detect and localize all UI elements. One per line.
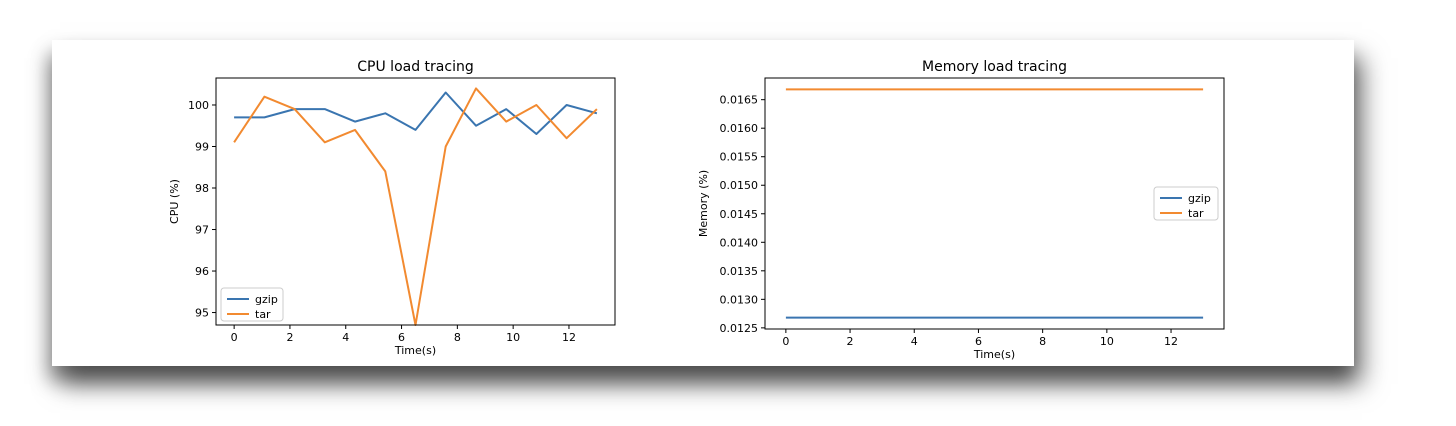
legend-label-tar: tar <box>255 308 271 321</box>
y-axis-label: CPU (%) <box>168 179 181 224</box>
figure-card: CPU load tracing 0 2 4 6 8 10 12 95 96 97 98 99 100 Ti… <box>52 40 1354 366</box>
x-tick-label: 8 <box>454 331 461 344</box>
y-tick-label: 0.0160 <box>720 122 759 135</box>
legend-box <box>220 287 284 322</box>
legend-label-tar: tar <box>1188 207 1204 220</box>
x-tick-label: 10 <box>1100 335 1114 348</box>
x-tick-label: 2 <box>847 335 854 348</box>
plot-area-frame <box>764 77 1225 330</box>
x-tick-label: 4 <box>342 331 349 344</box>
x-tick-label: 0 <box>782 335 789 348</box>
x-tick-label: 4 <box>911 335 918 348</box>
cpu-load-chart: CPU load tracing 0 2 4 6 8 10 12 95 96 97 98 99 100 Ti… <box>168 59 616 357</box>
x-tick-label: 2 <box>286 331 293 344</box>
x-axis-label: Time(s) <box>973 348 1015 361</box>
y-tick-label: 98 <box>195 182 209 195</box>
x-tick-label: 6 <box>975 335 982 348</box>
x-tick-label: 12 <box>562 331 576 344</box>
x-tick-label: 6 <box>398 331 405 344</box>
chart-title: Memory load tracing <box>922 59 1067 75</box>
y-tick-label: 0.0135 <box>720 265 759 278</box>
y-tick-label: 0.0130 <box>720 293 759 306</box>
plot-area-frame <box>215 77 616 326</box>
x-tick-label: 8 <box>1039 335 1046 348</box>
y-tick-label: 96 <box>195 265 209 278</box>
chart-title: CPU load tracing <box>357 59 473 75</box>
y-tick-label: 0.0155 <box>720 151 759 164</box>
y-tick-label: 0.0165 <box>720 94 759 107</box>
y-axis-label: Memory (%) <box>697 170 710 237</box>
y-tick-label: 0.0145 <box>720 208 759 221</box>
y-tick-label: 100 <box>188 99 209 112</box>
x-tick-label: 10 <box>506 331 520 344</box>
x-axis-label: Time(s) <box>394 344 436 357</box>
legend-box <box>1153 186 1219 221</box>
memory-load-chart: Memory load tracing 0 2 4 6 8 10 12 0.0125 0.0130… <box>697 59 1225 361</box>
legend-label-gzip: gzip <box>255 293 278 306</box>
y-tick-label: 0.0125 <box>720 322 759 335</box>
x-tick-label: 12 <box>1164 335 1178 348</box>
y-tick-label: 0.0140 <box>720 236 759 249</box>
y-tick-label: 99 <box>195 140 209 153</box>
legend-label-gzip: gzip <box>1188 192 1211 205</box>
y-tick-label: 95 <box>195 307 209 320</box>
x-tick-label: 0 <box>231 331 238 344</box>
y-tick-label: 0.0150 <box>720 179 759 192</box>
y-tick-label: 97 <box>195 224 209 237</box>
